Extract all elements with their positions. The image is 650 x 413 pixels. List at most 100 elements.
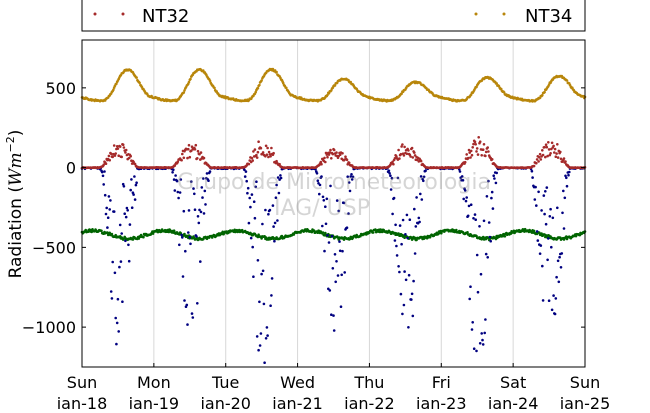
point-nt32 [482,143,486,146]
point-blue [262,302,266,306]
point-blue [267,212,270,216]
point-blue [389,188,393,191]
point-green [540,232,543,235]
point-nt32 [324,160,327,164]
point-blue [419,192,422,196]
point-nt32 [275,159,278,163]
point-nt32 [344,155,347,158]
point-blue [395,244,398,248]
point-blue [484,252,488,256]
point-blue [491,207,495,210]
point-blue [557,280,561,284]
point-nt32 [547,148,551,151]
x-tick-label-date: jan-25 [559,394,611,409]
point-nt32 [471,146,475,149]
point-blue [545,186,549,189]
point-nt32 [410,146,414,150]
point-blue [486,255,490,259]
point-nt32 [545,145,549,149]
point-nt32 [267,150,271,154]
point-nt32 [470,153,474,157]
point-blue [568,170,571,174]
point-nt34 [543,90,546,94]
point-nt32 [202,156,206,160]
point-nt32 [347,161,351,165]
point-blue [485,195,489,198]
point-blue [178,243,181,247]
x-tick-label-date: jan-24 [487,394,539,409]
point-blue [277,191,281,195]
point-green [481,235,485,239]
point-nt32 [252,150,255,153]
point-blue [475,349,478,353]
point-nt34 [112,88,115,91]
plot-area [82,40,585,367]
point-blue [562,227,566,230]
point-nt32 [564,160,567,163]
legend-frame [81,0,586,32]
point-nt32 [472,142,475,146]
point-blue [320,175,323,178]
point-nt32 [330,157,333,160]
point-nt32 [323,156,326,160]
point-blue [117,330,120,333]
point-blue [533,198,537,201]
point-nt32 [182,156,186,160]
point-blue [126,209,129,212]
point-nt34 [183,89,186,92]
point-blue [192,187,195,190]
point-green [380,230,384,234]
point-blue [347,181,351,184]
point-blue [179,178,183,181]
point-blue [550,308,554,312]
point-blue [338,249,342,253]
point-blue [472,217,475,220]
point-blue [115,342,118,346]
point-blue [183,299,186,302]
point-nt34 [135,76,138,79]
point-nt32 [480,154,484,157]
point-blue [113,271,117,275]
point-blue [276,219,279,222]
point-blue [399,292,403,296]
point-nt32 [398,157,401,160]
point-nt32 [326,155,329,159]
x-tick-label-date: jan-21 [271,394,323,409]
point-nt32 [562,157,566,160]
point-blue [336,274,340,277]
legend-entry-nt34: NT34 [474,6,572,27]
point-blue [184,249,187,253]
point-nt32 [199,151,203,154]
x-tick-label-day: Thu [353,373,384,392]
point-blue [186,323,189,326]
point-nt32 [127,156,131,160]
point-blue [335,199,339,202]
point-blue [350,173,353,176]
point-blue [346,175,350,178]
point-blue [483,331,487,335]
point-blue [202,212,206,215]
point-blue [488,235,492,239]
watermark-line-1: Grupo de Micrometeorologia [177,170,491,195]
point-blue [401,218,405,222]
point-nt32 [401,143,404,146]
point-green [142,235,145,239]
point-nt32 [257,140,260,143]
point-blue [119,260,123,263]
point-nt32 [255,156,259,159]
point-nt32 [265,153,269,156]
point-nt34 [400,92,403,95]
point-nt32 [484,150,488,154]
point-nt32 [539,158,543,161]
point-blue [129,188,132,192]
point-blue [124,215,128,219]
point-blue [390,176,394,180]
point-nt34 [260,79,263,82]
point-blue [250,193,254,196]
point-blue [104,212,108,216]
point-blue [246,191,249,195]
point-nt32 [556,156,560,159]
point-blue [553,312,557,316]
point-blue [205,172,209,175]
point-blue [265,326,269,329]
